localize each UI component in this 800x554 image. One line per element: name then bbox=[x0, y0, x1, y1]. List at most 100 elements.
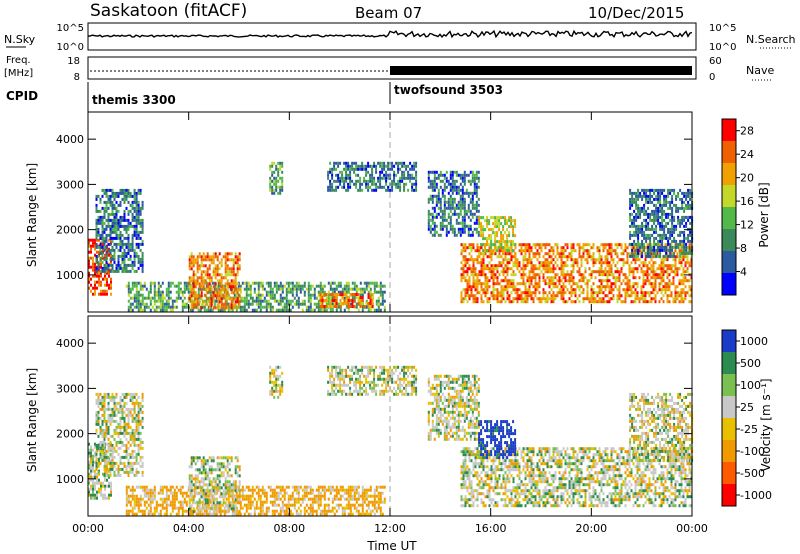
data-cell bbox=[568, 297, 571, 301]
data-cell bbox=[470, 291, 473, 295]
data-cell bbox=[465, 224, 468, 228]
data-cell bbox=[466, 294, 469, 298]
data-cell bbox=[129, 398, 132, 402]
data-cell bbox=[135, 221, 138, 225]
data-cell bbox=[104, 274, 106, 278]
data-cell bbox=[435, 176, 438, 180]
data-cell bbox=[634, 288, 637, 292]
data-cell bbox=[105, 191, 108, 195]
data-cell bbox=[666, 285, 669, 289]
data-cell bbox=[678, 267, 681, 271]
data-cell bbox=[576, 297, 579, 301]
data-cell bbox=[610, 249, 613, 253]
data-cell bbox=[669, 242, 672, 246]
data-cell bbox=[317, 293, 320, 297]
data-cell bbox=[127, 287, 130, 291]
data-cell bbox=[663, 230, 666, 234]
data-cell bbox=[133, 218, 136, 222]
data-cell bbox=[480, 252, 483, 256]
data-cell bbox=[671, 194, 674, 198]
data-cell bbox=[281, 164, 284, 168]
data-cell bbox=[508, 225, 511, 229]
data-cell bbox=[321, 305, 324, 308]
data-cell bbox=[194, 297, 197, 301]
data-cell bbox=[467, 233, 470, 237]
data-cell bbox=[526, 258, 529, 262]
data-cell bbox=[550, 297, 553, 301]
data-cell bbox=[135, 224, 138, 228]
data-cell bbox=[518, 261, 521, 265]
data-cell bbox=[550, 279, 553, 283]
data-cell bbox=[379, 176, 382, 180]
data-cell bbox=[534, 243, 537, 247]
data-cell bbox=[111, 407, 114, 411]
data-cell bbox=[662, 285, 665, 289]
data-cell bbox=[92, 493, 94, 497]
data-cell bbox=[373, 179, 376, 183]
data-cell bbox=[121, 269, 124, 273]
data-cell bbox=[107, 248, 110, 252]
data-cell bbox=[466, 279, 469, 283]
data-cell bbox=[228, 282, 231, 286]
data-cell bbox=[275, 185, 278, 189]
data-cell bbox=[216, 306, 219, 310]
data-cell bbox=[532, 252, 535, 256]
data-cell bbox=[689, 206, 692, 210]
data-cell bbox=[530, 249, 533, 253]
data-cell bbox=[510, 282, 513, 286]
data-cell bbox=[329, 293, 332, 296]
data-cell bbox=[387, 164, 390, 168]
data-cell bbox=[371, 281, 374, 285]
data-cell bbox=[265, 293, 268, 297]
data-cell bbox=[88, 286, 90, 290]
data-cell bbox=[220, 297, 223, 301]
data-cell bbox=[686, 267, 689, 271]
data-cell bbox=[203, 299, 206, 303]
data-cell bbox=[363, 287, 366, 291]
data-cell bbox=[657, 209, 660, 213]
data-cell bbox=[584, 243, 587, 247]
data-cell bbox=[361, 167, 364, 171]
data-cell bbox=[538, 267, 541, 271]
data-cell bbox=[536, 267, 539, 271]
data-cell bbox=[379, 182, 382, 186]
data-cell bbox=[115, 404, 118, 408]
data-cell bbox=[196, 270, 199, 274]
data-cell bbox=[109, 188, 112, 192]
data-cell bbox=[95, 467, 98, 471]
data-cell bbox=[113, 230, 116, 234]
data-cell bbox=[429, 197, 432, 201]
data-cell bbox=[129, 254, 132, 258]
data-cell bbox=[119, 230, 122, 234]
data-cell bbox=[175, 284, 178, 288]
data-cell bbox=[383, 161, 386, 165]
data-cell bbox=[683, 236, 686, 240]
data-cell bbox=[662, 270, 665, 274]
data-cell bbox=[106, 280, 108, 284]
data-cell bbox=[652, 273, 655, 277]
data-cell bbox=[548, 249, 551, 253]
data-cell bbox=[670, 291, 673, 295]
data-cell bbox=[494, 249, 497, 253]
data-cell bbox=[568, 255, 571, 259]
data-cell bbox=[127, 284, 130, 288]
data-cell bbox=[125, 407, 128, 411]
data-cell bbox=[461, 173, 464, 177]
data-cell bbox=[620, 270, 623, 274]
data-cell bbox=[198, 300, 201, 304]
data-cell bbox=[654, 300, 657, 304]
data-cell bbox=[311, 293, 314, 297]
data-cell bbox=[97, 395, 100, 399]
data-cell bbox=[646, 291, 649, 295]
data-cell bbox=[640, 267, 643, 271]
data-cell bbox=[538, 273, 541, 277]
data-cell bbox=[129, 296, 132, 300]
data-cell bbox=[578, 243, 581, 247]
data-cell bbox=[600, 270, 603, 274]
data-cell bbox=[103, 464, 106, 468]
data-cell bbox=[576, 264, 579, 268]
data-cell bbox=[604, 294, 607, 298]
data-cell bbox=[95, 197, 98, 201]
data-cell bbox=[135, 293, 138, 297]
data-cell bbox=[105, 392, 108, 396]
